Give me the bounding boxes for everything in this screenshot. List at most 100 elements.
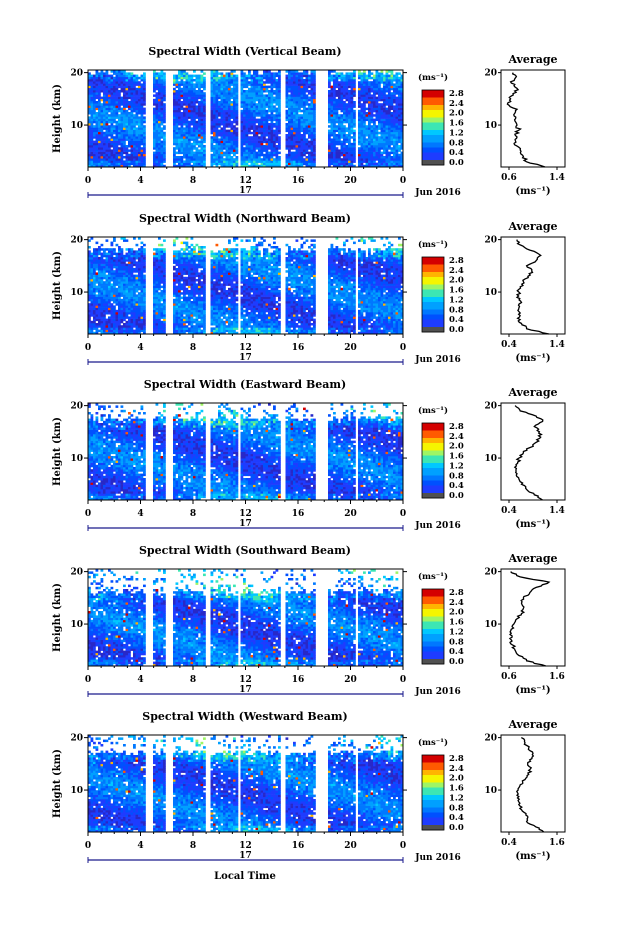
heatmap-cell [368,123,371,126]
heatmap-cell [175,107,179,111]
heatmap-cell [220,114,224,117]
heatmap-cell [115,327,119,330]
heatmap-cell [103,301,106,304]
heatmap-cell [348,131,351,135]
heatmap-cell [178,162,181,166]
heatmap-cell [115,145,119,148]
heatmap-cell [278,138,281,141]
heatmap-cell [270,158,274,161]
heatmap-cell [293,85,296,89]
heatmap-cell [195,85,199,89]
heatmap-cell [98,162,101,166]
heatmap-cell [105,252,109,256]
heatmap-cell [383,83,386,86]
heatmap-cell [133,101,136,104]
heatmap-cell [360,164,364,168]
heatmap-cell [365,153,369,157]
heatmap-cell [115,254,119,258]
heatmap-cell [310,96,314,100]
heatmap-cell [335,151,339,155]
heatmap-cell [298,123,301,126]
heatmap-cell [90,136,94,139]
heatmap-cell [195,127,199,130]
heatmap-cell [140,123,144,126]
heatmap-cell [253,114,256,117]
heatmap-cell [345,136,349,139]
heatmap-cell [130,83,134,86]
heatmap-cell [328,76,331,80]
heatmap-cell [393,83,396,86]
heatmap-cell [353,83,356,86]
heatmap-cell [360,131,364,135]
heatmap-cell [95,114,99,117]
heatmap-cell [90,125,94,128]
heatmap-cell [268,70,271,73]
heatmap-cell [110,105,114,108]
heatmap-cell [215,160,219,163]
heatmap-cell [198,90,201,93]
heatmap-cell [90,74,94,78]
heatmap-cell [270,142,274,146]
heatmap-cell [163,158,166,161]
heatmap-cell [260,74,264,78]
heatmap-cell [88,318,91,322]
heatmap-cell [200,103,204,106]
heatmap-cell [220,156,224,159]
heatmap-cell [313,103,316,106]
heatmap-cell [130,105,134,108]
heatmap-cell [213,96,216,100]
heatmap-cell [185,107,189,111]
heatmap-cell [308,142,311,146]
heatmap-cell [158,112,161,115]
heatmap-cell [258,123,261,126]
heatmap-cell [233,103,236,106]
heatmap-cell [185,87,189,91]
heatmap-cell [220,136,224,139]
heatmap-cell [378,153,381,157]
heatmap-cell [328,85,331,89]
heatmap-cell [185,92,189,95]
heatmap-cell [350,136,354,139]
heatmap-cell [235,164,239,168]
heatmap-cell [138,147,141,150]
heatmap-cell [275,123,279,126]
heatmap-cell [213,134,216,137]
heatmap-cell [178,81,181,84]
heatmap-cell [225,156,229,159]
heatmap-cell [260,131,264,135]
heatmap-cell [163,164,166,168]
heatmap-cell [98,268,101,271]
heatmap-cell [93,136,96,139]
heatmap-cell [115,138,119,141]
heatmap-cell [160,140,164,144]
heatmap-cell [88,316,91,319]
heatmap-cell [93,103,96,106]
heatmap-cell [105,70,109,73]
heatmap-cell [260,125,264,128]
heatmap-cell [305,158,309,161]
heatmap-cell [400,103,404,106]
heatmap-cell [90,287,94,291]
heatmap-cell [98,318,101,322]
heatmap-cell [375,90,379,93]
heatmap-cell [398,72,401,75]
heatmap-cell [108,87,111,91]
heatmap-cell [270,112,274,115]
heatmap-cell [158,101,161,104]
heatmap-cell [358,83,361,86]
heatmap-cell [303,98,306,102]
heatmap-cell [353,90,356,93]
heatmap-cell [203,112,206,115]
heatmap-cell [110,70,114,73]
heatmap-cell [98,109,101,113]
heatmap-cell [138,105,141,108]
heatmap-cell [228,90,231,93]
heatmap-cell [93,281,96,284]
heatmap-cell [90,257,94,260]
heatmap-cell [275,140,279,144]
heatmap-cell [183,140,186,144]
heatmap-cell [95,153,99,157]
heatmap-cell [263,147,266,150]
heatmap-cell [393,140,396,144]
heatmap-cell [305,138,309,141]
